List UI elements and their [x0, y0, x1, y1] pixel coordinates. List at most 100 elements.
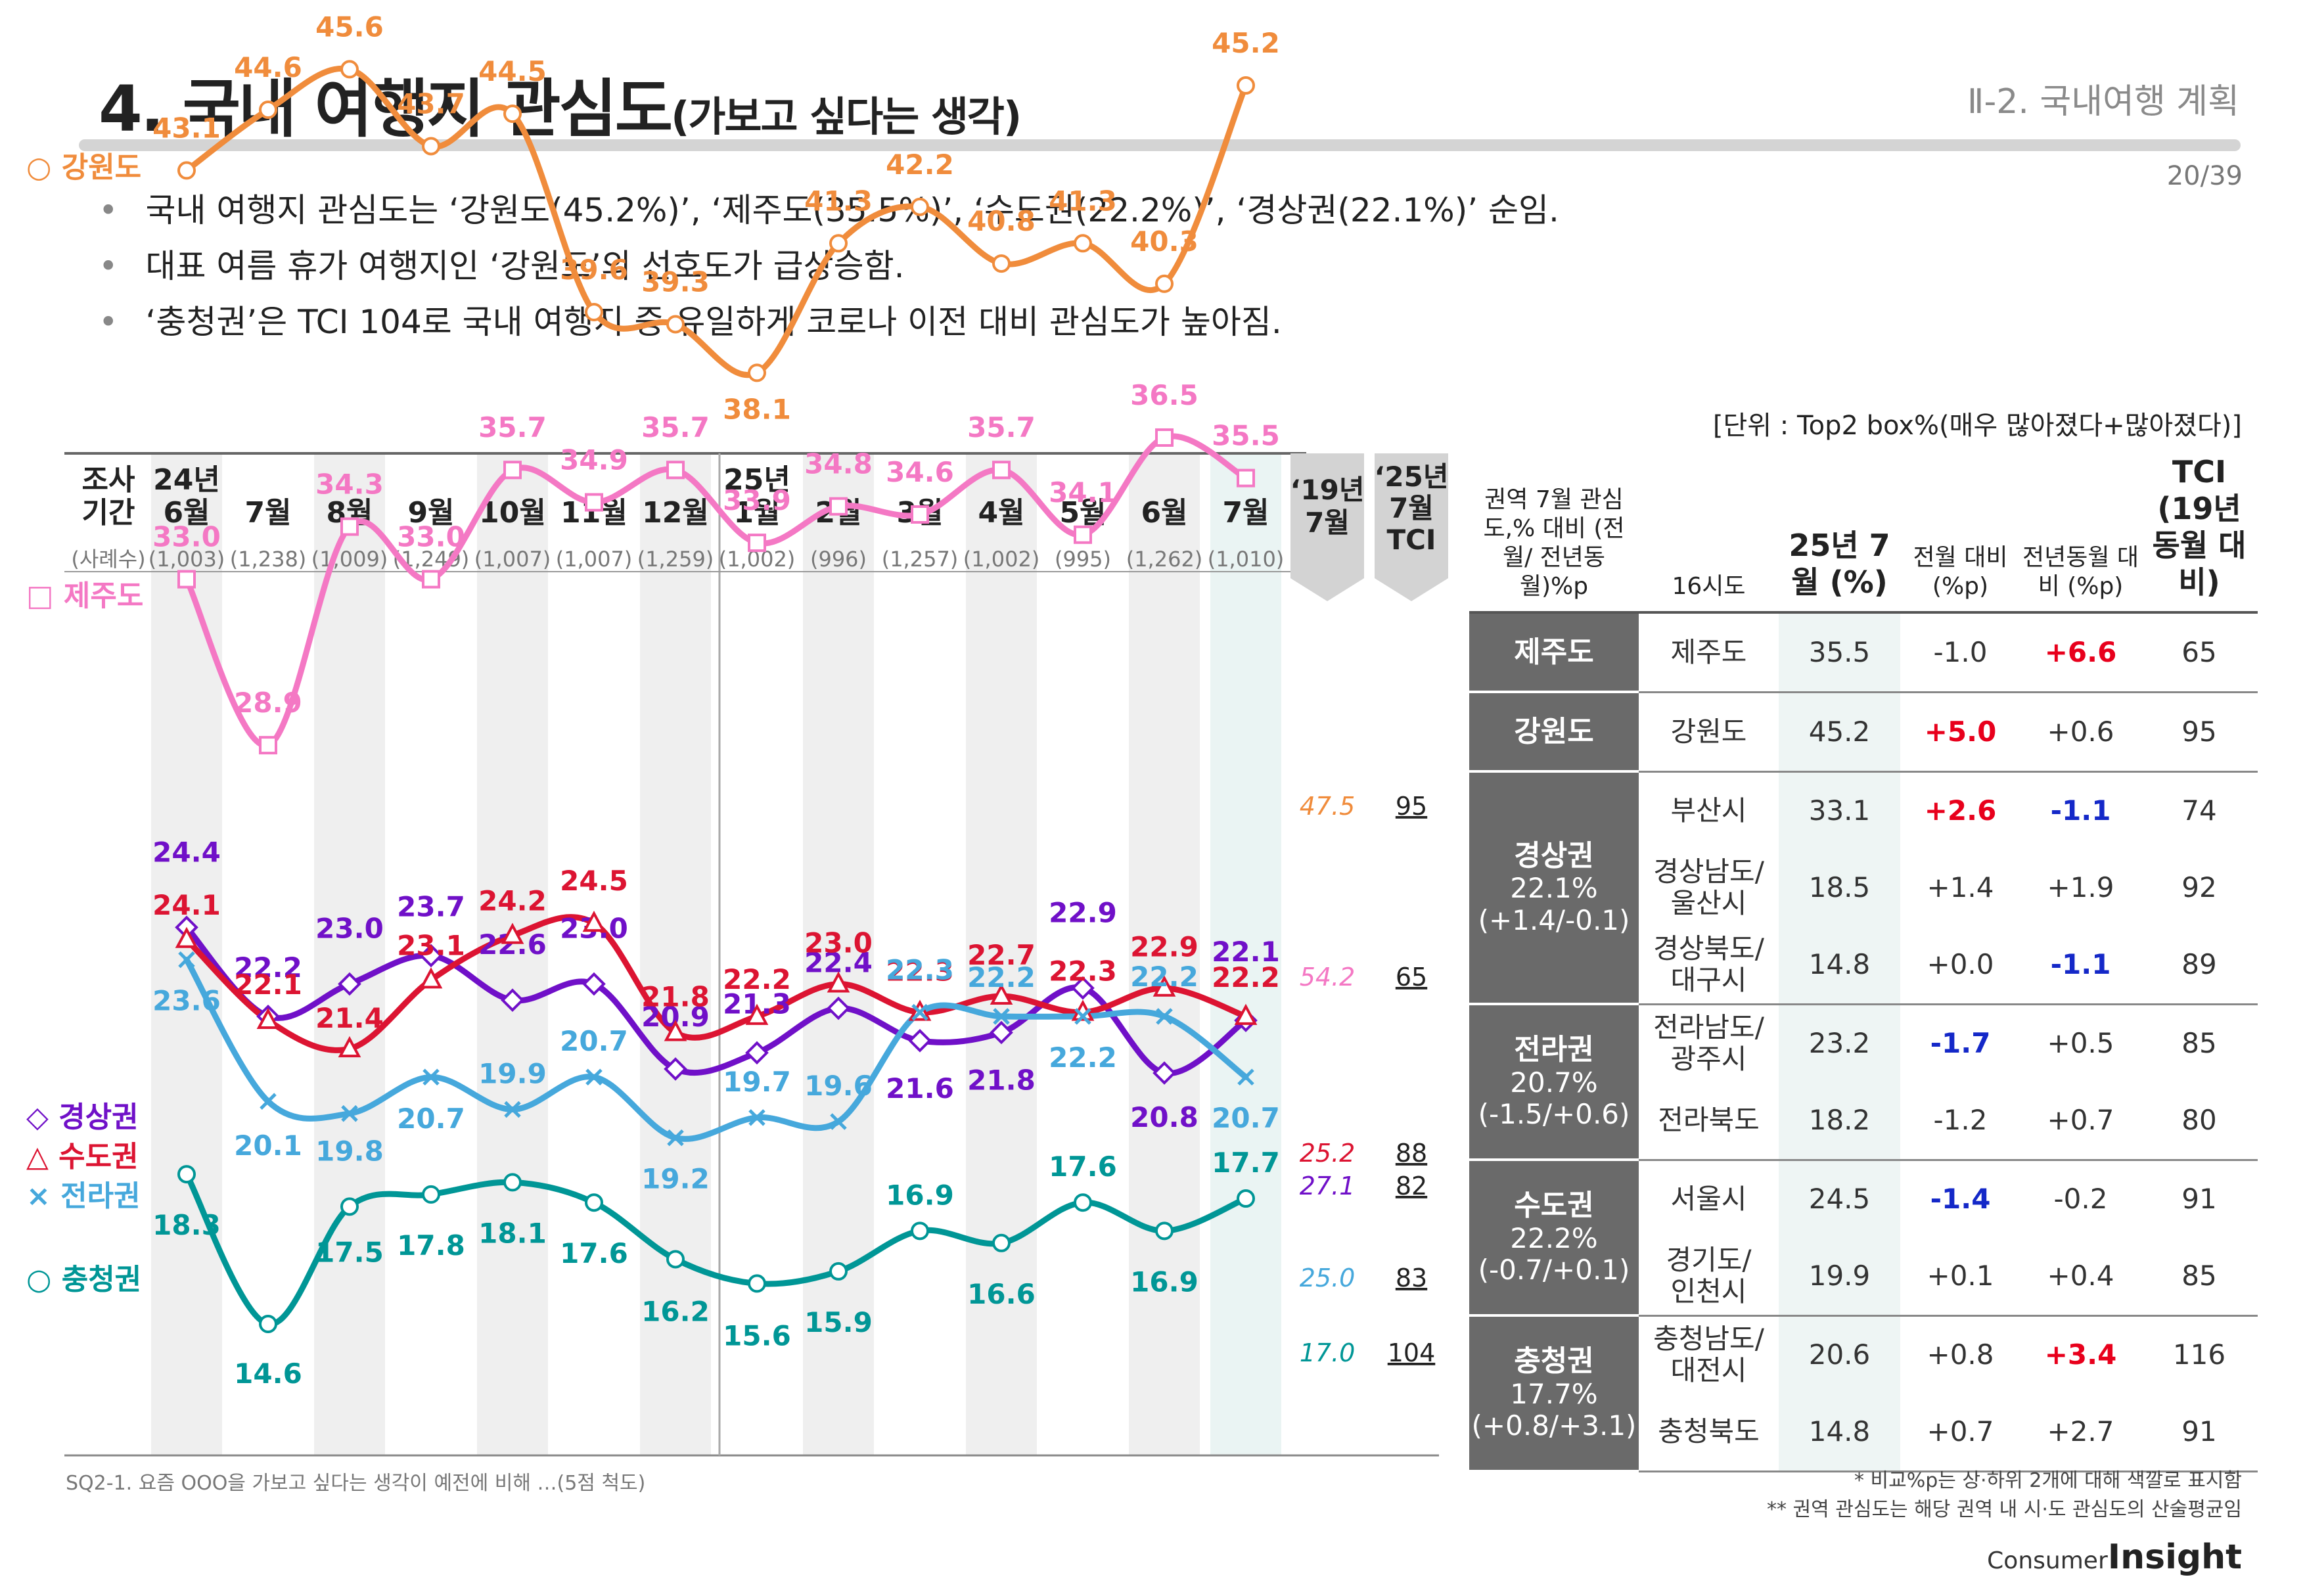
data-label-충청권: 17.5 — [315, 1236, 384, 1268]
data-label-제주도: 34.6 — [886, 456, 954, 488]
data-point-전라권-stroke — [422, 1068, 440, 1086]
col-header-yoy: 전년동월 대비 (%p) — [2020, 453, 2141, 614]
data-point-강원도 — [177, 161, 196, 180]
data-point-충청권 — [1237, 1189, 1255, 1208]
data-label-수도권: 22.3 — [886, 955, 954, 988]
data-point-경상권 — [908, 1028, 932, 1053]
x-tick-label: 10월 — [479, 496, 546, 530]
data-label-강원도: 44.6 — [234, 51, 302, 83]
data-label-전라권: 22.2 — [1130, 961, 1198, 993]
region-delta: (+1.4/-0.1) — [1478, 903, 1630, 936]
x-tick-label: 1월 — [733, 496, 780, 530]
data-label-전라권: 22.3 — [886, 954, 954, 986]
logo-pre: Consumer — [1987, 1547, 2108, 1574]
series-line-강원도 — [183, 65, 1249, 378]
brand-logo: ConsumerInsight — [1987, 1538, 2242, 1577]
title-main: 4. 국내 여행지 관심도 — [99, 72, 673, 146]
legend-전라권: × 전라권 — [26, 1179, 141, 1213]
data-point-전라권-stroke — [993, 1008, 1010, 1025]
unit-note: [단위 : Top2 box%(매우 많아졌다+많아졌다)] — [1712, 411, 2242, 441]
city-name-part: 제주도 — [1670, 636, 1747, 669]
sample-size: (1,262) — [1126, 547, 1203, 572]
bullet-text-1: 국내 여행지 관심도는 ‘강원도(45.2%)’, ‘제주도(35.5%)’, … — [145, 191, 1559, 229]
data-label-제주도: 28.9 — [234, 687, 302, 719]
logo-main: Insight — [2107, 1538, 2242, 1577]
y2019-value-제주도: 54.2 — [1300, 963, 1356, 992]
current-value-cell: 18.5 — [1779, 849, 1900, 926]
col-header-current: 25년 7월 (%) — [1779, 453, 1900, 614]
tci-value-수도권: 88 — [1396, 1139, 1427, 1168]
data-point-강원도 — [1155, 274, 1174, 293]
title-sub: (가보고 싶다는 생각) — [671, 93, 1022, 141]
data-label-충청권: 17.6 — [560, 1237, 628, 1269]
data-label-전라권: 19.2 — [641, 1163, 710, 1195]
tci-value-전라권: 83 — [1396, 1264, 1427, 1292]
region-name: 제주도 — [1514, 635, 1594, 669]
city-name-part: 강원도 — [1670, 715, 1747, 748]
yoy-cell: +3.4 — [2020, 1315, 2141, 1394]
column-band — [314, 453, 385, 1455]
data-point-경상권 — [1152, 1061, 1176, 1085]
table-row: 충청북도 14.8 +0.7 +2.7 91 — [1469, 1393, 2258, 1472]
bullet-dot-icon: • — [99, 303, 118, 341]
data-point-수도권 — [419, 967, 443, 989]
yoy-cell: +2.7 — [2020, 1393, 2141, 1472]
data-point-충청권 — [422, 1185, 440, 1204]
data-label-경상권: 23.0 — [315, 913, 384, 945]
sample-size: (1,257) — [882, 547, 959, 572]
region-cell: 제주도 — [1469, 612, 1639, 694]
table-row: 경상북도/대구시 14.8 +0.0 -1.1 89 — [1469, 926, 2258, 1005]
data-point-제주도 — [1155, 428, 1174, 447]
current-value-cell: 14.8 — [1779, 926, 1900, 1005]
data-point-충청권 — [992, 1233, 1011, 1252]
data-point-강원도 — [911, 197, 929, 216]
region-delta: (-0.7/+0.1) — [1478, 1254, 1630, 1287]
data-label-수도권: 23.0 — [804, 927, 873, 959]
table-row: 전라북도 18.2 -1.2 +0.7 80 — [1469, 1082, 2258, 1161]
yoy-cell: +0.6 — [2020, 692, 2141, 773]
yoy-value: +3.4 — [2044, 1338, 2117, 1371]
mom-value: +2.6 — [1924, 794, 1997, 827]
mom-cell: +0.8 — [1900, 1315, 2020, 1394]
legend-수도권: △ 수도권 — [26, 1140, 139, 1174]
data-point-수도권 — [1152, 975, 1176, 997]
bullet-item-2: • 대표 여름 휴가 여행지인 ‘강원도’의 선호도가 급상승함. — [99, 240, 905, 287]
period-header-line1: 조사 — [82, 463, 135, 497]
footnote-compare: * 비교%p는 상·하위 2개에 대해 색깔로 표시함 — [1854, 1469, 2242, 1492]
tci-cell: 116 — [2172, 1338, 2226, 1371]
data-point-충청권 — [748, 1274, 766, 1293]
current-value-cell: 35.5 — [1779, 612, 1900, 693]
data-point-제주도 — [340, 517, 359, 536]
column-band — [803, 453, 874, 1455]
sample-size: (1,010) — [1208, 547, 1285, 572]
data-point-전라권-stroke — [1074, 1008, 1091, 1025]
sample-size: (996) — [810, 547, 867, 572]
page-title: 4. 국내 여행지 관심도(가보고 싶다는 생각) — [99, 58, 1022, 149]
mom-value: -1.7 — [1930, 1027, 1991, 1060]
tci-value-충청권: 104 — [1388, 1338, 1436, 1367]
region-cell: 수도권 22.2% (-0.7/+0.1) — [1469, 1160, 1639, 1317]
data-point-강원도 — [748, 363, 766, 382]
data-point-전라권-stroke — [1156, 1008, 1173, 1025]
tci-value-강원도: 95 — [1396, 792, 1427, 821]
data-point-경상권 — [827, 996, 850, 1020]
region-cell: 경상권 22.1% (+1.4/-0.1) — [1469, 771, 1639, 1006]
mom-value: -1.0 — [1933, 636, 1988, 669]
city-name-part: 경상남도/ — [1653, 855, 1764, 888]
data-point-충청권 — [177, 1165, 196, 1184]
y2019-value-전라권: 25.0 — [1300, 1264, 1356, 1292]
region-cell: 강원도 — [1469, 692, 1639, 773]
footnote-region-avg: ** 권역 관심도는 해당 권역 내 시·도 관심도의 산술평균임 — [1766, 1498, 2242, 1521]
yoy-value: +0.4 — [2047, 1260, 2114, 1292]
mom-value: +1.4 — [1927, 871, 1994, 904]
table-row: 전라권 20.7% (-1.5/+0.6) 전라남도/광주시 23.2 -1.7 +0.5 8… — [1469, 1004, 2258, 1162]
city-cell: 전라북도 — [1639, 1082, 1779, 1161]
mom-value: +0.8 — [1927, 1338, 1994, 1371]
data-point-전라권-stroke — [585, 1068, 603, 1086]
column-band — [477, 453, 548, 1455]
data-point-수도권 — [256, 1007, 280, 1029]
data-label-경상권: 22.2 — [234, 951, 302, 984]
city-name-part: 경상북도/ — [1653, 932, 1764, 965]
mom-value: +5.0 — [1924, 715, 1997, 748]
data-point-전라권-stroke — [830, 1113, 847, 1130]
